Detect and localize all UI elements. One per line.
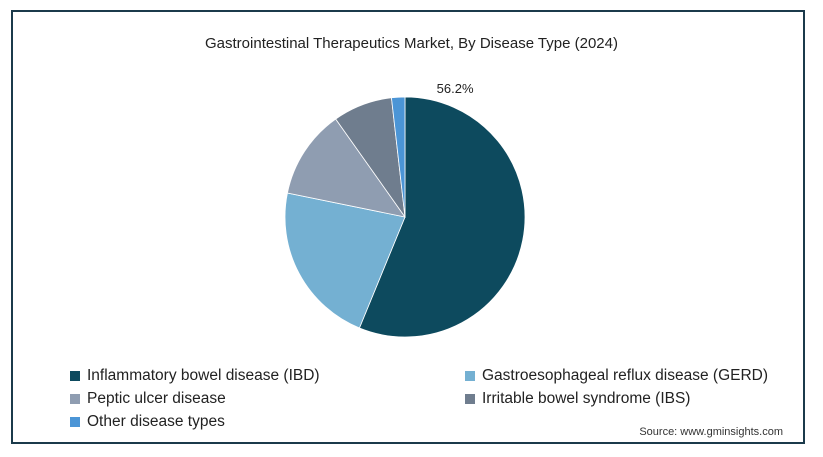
legend-label-1: Gastroesophageal reflux disease (GERD) bbox=[482, 367, 769, 384]
legend-item-2: Peptic ulcer disease bbox=[70, 389, 465, 409]
legend-item-4: Other disease types bbox=[70, 412, 465, 432]
chart-legend: Inflammatory bowel disease (IBD) Gastroes… bbox=[70, 366, 770, 432]
legend-label-0: Inflammatory bowel disease (IBD) bbox=[87, 367, 320, 384]
chart-title: Gastrointestinal Therapeutics Market, By… bbox=[205, 35, 618, 52]
legend-swatch-3 bbox=[465, 394, 475, 404]
source-note: Source: www.gminsights.com bbox=[639, 426, 783, 438]
pie-slice-2 bbox=[286, 118, 406, 218]
legend-swatch-2 bbox=[70, 394, 80, 404]
legend-swatch-1 bbox=[465, 371, 475, 381]
legend-label-2: Peptic ulcer disease bbox=[87, 390, 226, 407]
legend-item-0: Inflammatory bowel disease (IBD) bbox=[70, 366, 465, 386]
legend-swatch-4 bbox=[70, 417, 80, 427]
legend-item-3: Irritable bowel syndrome (IBS) bbox=[465, 389, 770, 409]
legend-label-3: Irritable bowel syndrome (IBS) bbox=[482, 390, 691, 407]
legend-item-1: Gastroesophageal reflux disease (GERD) bbox=[465, 366, 770, 386]
pie-slice-0 bbox=[358, 96, 526, 338]
legend-label-4: Other disease types bbox=[87, 413, 225, 430]
legend-swatch-0 bbox=[70, 371, 80, 381]
pie-slice-1 bbox=[284, 192, 406, 329]
pie-slice-4 bbox=[391, 96, 406, 218]
pie-data-label-0: 56.2% bbox=[437, 81, 474, 96]
